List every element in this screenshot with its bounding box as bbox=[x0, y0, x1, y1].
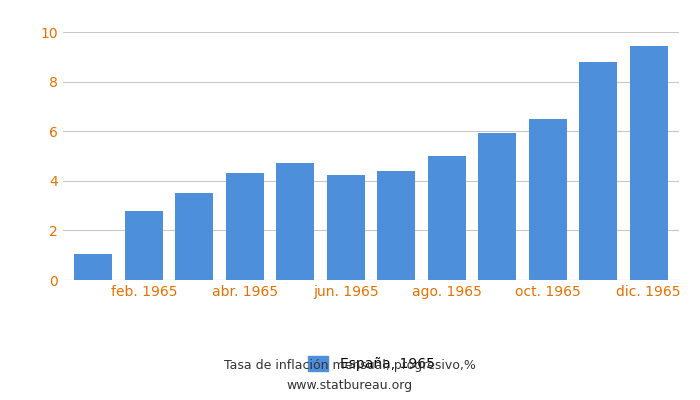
Bar bbox=[175, 193, 214, 280]
Bar bbox=[478, 133, 516, 280]
Bar bbox=[630, 46, 668, 280]
Text: www.statbureau.org: www.statbureau.org bbox=[287, 380, 413, 392]
Text: Tasa de inflación mensual, progresivo,%: Tasa de inflación mensual, progresivo,% bbox=[224, 360, 476, 372]
Bar bbox=[74, 254, 112, 280]
Legend: España, 1965: España, 1965 bbox=[307, 356, 435, 371]
Bar bbox=[226, 173, 264, 280]
Bar bbox=[580, 62, 617, 280]
Bar bbox=[327, 175, 365, 280]
Bar bbox=[377, 171, 415, 280]
Bar bbox=[125, 210, 162, 280]
Bar bbox=[528, 119, 567, 280]
Bar bbox=[428, 156, 466, 280]
Bar bbox=[276, 163, 314, 280]
